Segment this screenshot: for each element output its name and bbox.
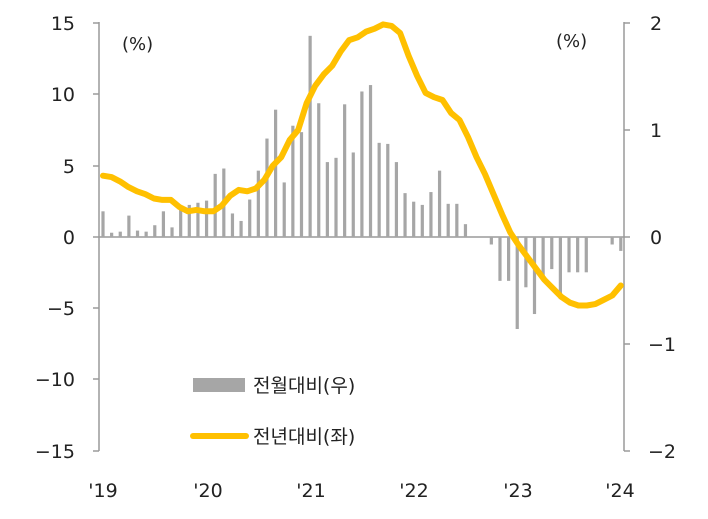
bar-2023-01 [515, 237, 519, 330]
bar-2019-06 [144, 231, 148, 237]
bar-2023-08 [576, 237, 580, 273]
bar-2021-04 [334, 157, 338, 237]
right-axis-unit: (%) [556, 31, 587, 52]
bar-2020-12 [299, 132, 304, 237]
legend-bar-label: 전월대비(우) [253, 375, 355, 397]
bar-2022-12 [507, 237, 511, 281]
legend-line-label: 전년대비(좌) [253, 426, 355, 448]
bar-2019-08 [161, 211, 166, 237]
bar-2020-09 [274, 109, 278, 237]
x-tick-label: '21 [296, 480, 325, 502]
bar-2022-06 [455, 203, 459, 237]
x-tick-label: '19 [88, 480, 117, 502]
x-tick-label: '23 [503, 480, 532, 502]
bar-2021-11 [394, 162, 399, 237]
bar-2019-05 [135, 230, 140, 237]
bar-2023-02 [524, 237, 528, 288]
x-axis-labels: '19 '20 '21 '22 '23 '24 [88, 480, 634, 502]
bar-2020-05 [239, 220, 243, 237]
bar-2020-10 [282, 182, 286, 237]
left-tick-label: 5 [63, 156, 75, 178]
bar-2022-07 [463, 224, 468, 237]
bar-2021-06 [351, 152, 355, 237]
bar-2023-04 [541, 237, 545, 276]
bar-2024-01 [619, 237, 623, 251]
x-tick-label: '22 [399, 480, 428, 502]
bar-2019-04 [127, 215, 131, 237]
bar-2022-03 [429, 192, 433, 237]
bar-2019-02 [110, 232, 114, 237]
bar-2022-02 [420, 204, 424, 237]
bar-2021-05 [343, 104, 347, 237]
legend: 전월대비(우) 전년대비(좌) [190, 375, 355, 448]
bar-2021-12 [403, 193, 407, 237]
bar-2021-10 [386, 143, 390, 237]
bar-2019-11 [187, 204, 191, 237]
left-axis-unit: (%) [122, 34, 153, 55]
bar-2019-07 [153, 225, 157, 237]
x-tick-label: '24 [605, 480, 634, 502]
bar-2023-07 [567, 237, 571, 273]
bar-2021-01 [308, 35, 312, 238]
bar-2019-10 [179, 205, 183, 237]
bar-2023-03 [532, 237, 537, 315]
bar-2020-04 [230, 213, 235, 237]
yoy-line [100, 21, 624, 309]
bar-2022-01 [412, 201, 416, 237]
bar-2019-12 [196, 202, 200, 237]
left-tick-label: 0 [63, 227, 75, 249]
bar-2020-01 [204, 200, 209, 237]
bar-2020-02 [213, 173, 217, 237]
bar-2022-10 [489, 237, 493, 245]
left-tick-label: 10 [51, 84, 75, 106]
bar-2021-09 [377, 142, 381, 237]
bar-2021-08 [368, 85, 373, 237]
bar-2022-11 [498, 237, 502, 281]
bar-2023-12 [610, 237, 614, 245]
bar-2019-09 [170, 227, 174, 237]
bar-2022-05 [446, 203, 450, 237]
left-tick-label: −10 [35, 369, 75, 391]
right-tick-label: 0 [650, 227, 662, 249]
bar-2019-01 [101, 211, 105, 237]
bar-2020-11 [291, 125, 295, 237]
left-tick-label: −5 [47, 298, 75, 320]
x-tick-label: '20 [193, 480, 222, 502]
right-ticks: 2 1 0 −1 −2 [624, 13, 676, 463]
bar-2021-02 [317, 103, 321, 237]
bar-2019-03 [118, 231, 122, 237]
left-tick-label: 15 [51, 13, 75, 35]
right-tick-label: 2 [650, 13, 662, 35]
right-tick-label: −2 [648, 441, 676, 463]
bar-series [101, 35, 623, 330]
bar-2023-09 [584, 237, 588, 273]
legend-bar-swatch [193, 378, 245, 392]
right-tick-label: 1 [650, 120, 662, 142]
bar-2020-07 [256, 170, 260, 237]
bar-2021-03 [325, 162, 329, 237]
bar-2022-04 [437, 170, 442, 237]
bar-2020-06 [248, 199, 252, 237]
left-tick-label: −15 [35, 441, 75, 463]
bar-2021-07 [360, 91, 364, 237]
right-tick-label: −1 [648, 334, 676, 356]
bar-2023-05 [550, 237, 554, 270]
left-ticks: 15 10 5 0 −5 −10 −15 [35, 13, 99, 463]
bar-2023-06 [558, 237, 562, 300]
bar-2020-08 [265, 138, 269, 237]
